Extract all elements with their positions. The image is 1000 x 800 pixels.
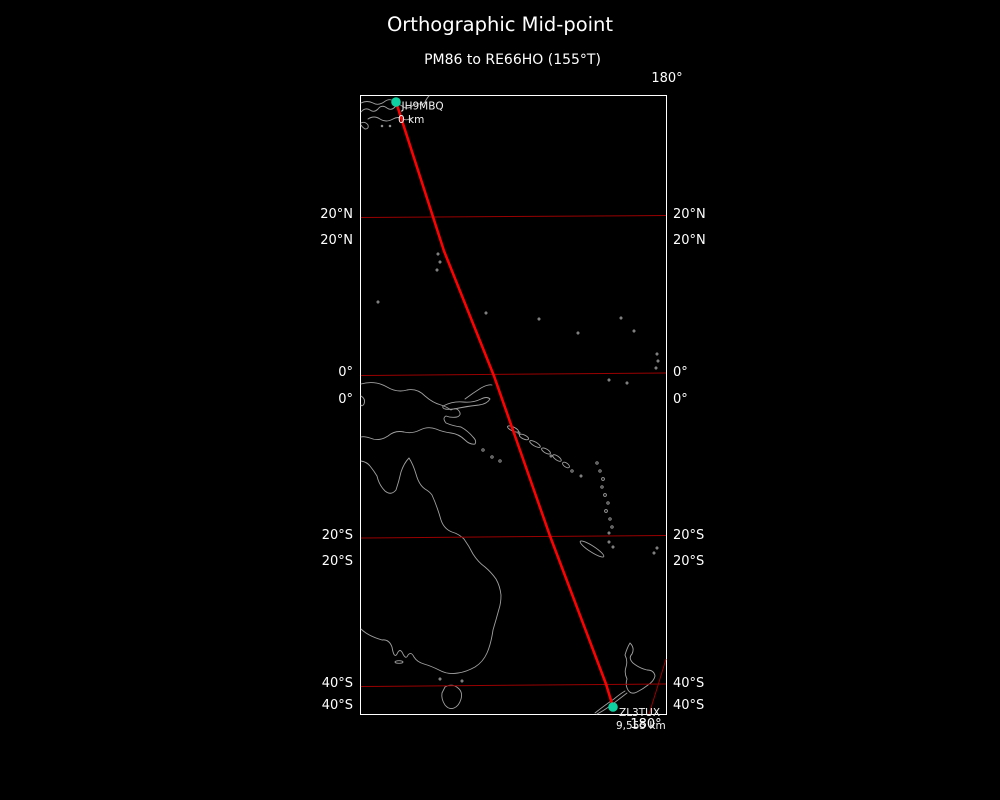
graticule-40s-line bbox=[360, 683, 667, 687]
coast-new-britain bbox=[442, 397, 491, 410]
island-dot bbox=[438, 260, 442, 264]
coast-new-guinea bbox=[360, 382, 477, 445]
lat-label-left-0-b: 0° bbox=[338, 392, 353, 407]
graticule-20s-line bbox=[360, 535, 667, 539]
lat-label-right-0-a: 0° bbox=[673, 365, 688, 380]
page-subtitle: PM86 to RE66HO (155°T) bbox=[424, 52, 601, 68]
end-marker-distance: 9,555 km bbox=[616, 720, 666, 732]
lat-label-right-40s-a: 40°S bbox=[673, 676, 705, 691]
lat-label-right-0-b: 0° bbox=[673, 392, 688, 407]
island-vanuatu bbox=[600, 485, 604, 489]
route-line bbox=[394, 100, 615, 709]
island-vanuatu bbox=[606, 501, 610, 505]
island-dot bbox=[481, 448, 485, 452]
meridian-label-top: 180° bbox=[651, 71, 683, 86]
graticule-0-line bbox=[360, 372, 667, 376]
island-vanuatu bbox=[598, 469, 602, 473]
lat-label-left-20n-b: 20°N bbox=[320, 233, 353, 248]
island-vanuatu bbox=[607, 531, 611, 535]
island-vanuatu bbox=[601, 477, 605, 481]
island-dot bbox=[607, 378, 611, 382]
lat-label-right-40s-b: 40°S bbox=[673, 698, 705, 713]
island-dot bbox=[611, 545, 615, 549]
island-dot bbox=[435, 268, 439, 272]
coast-shikoku bbox=[367, 116, 412, 122]
island-dot bbox=[655, 352, 659, 356]
coast-new-ireland bbox=[464, 384, 493, 400]
island-dot bbox=[579, 474, 583, 478]
lat-label-left-0-a: 0° bbox=[338, 365, 353, 380]
island-dot bbox=[376, 300, 380, 304]
coast-japan-north bbox=[360, 99, 395, 105]
page-title: Orthographic Mid-point bbox=[386, 13, 614, 36]
island-solomon bbox=[552, 454, 562, 462]
lat-label-left-20s-a: 20°S bbox=[321, 528, 353, 543]
island-dot bbox=[490, 455, 494, 459]
coast-nz-south-island-west bbox=[594, 690, 626, 714]
coast-nz-north-island bbox=[624, 642, 656, 694]
island-new-caledonia bbox=[579, 540, 605, 558]
start-marker-distance: 0 km bbox=[398, 114, 424, 126]
graticule bbox=[360, 215, 667, 715]
lat-label-left-40s-a: 40°S bbox=[321, 676, 353, 691]
coast-australia bbox=[360, 457, 502, 675]
island-dot bbox=[625, 381, 629, 385]
island-dot bbox=[484, 311, 488, 315]
coast-japan bbox=[360, 95, 430, 113]
island-dot bbox=[632, 329, 636, 333]
island-dot bbox=[436, 252, 440, 256]
island-dot bbox=[498, 459, 502, 463]
island-dot bbox=[656, 359, 660, 363]
start-marker-callsign: JH9MBQ bbox=[401, 101, 444, 113]
graticule-180-meridian-line bbox=[648, 658, 667, 715]
island-solomon bbox=[541, 447, 551, 455]
island-vanuatu bbox=[604, 509, 608, 513]
island-dot bbox=[619, 316, 623, 320]
island-dot bbox=[438, 677, 442, 681]
island-vanuatu bbox=[595, 461, 599, 465]
lat-label-left-20n-a: 20°N bbox=[320, 207, 353, 222]
island-dot bbox=[549, 454, 553, 458]
island-vanuatu bbox=[608, 517, 612, 521]
island-dot bbox=[537, 317, 541, 321]
end-marker-dot bbox=[608, 702, 618, 712]
island-dot bbox=[655, 546, 659, 550]
lat-label-left-20s-b: 20°S bbox=[321, 554, 353, 569]
island-dot bbox=[570, 469, 574, 473]
coast-new-guinea-west bbox=[360, 395, 366, 407]
map-panel: JH9MBQ 0 km ZL3TUX 9,555 km bbox=[360, 95, 667, 732]
start-marker-dot bbox=[391, 97, 401, 107]
coast-kyushu bbox=[360, 121, 369, 130]
lat-label-left-40s-b: 40°S bbox=[321, 698, 353, 713]
lat-label-right-20n-b: 20°N bbox=[673, 233, 706, 248]
map-canvas: JH9MBQ 0 km ZL3TUX 9,555 km bbox=[360, 95, 667, 732]
island-dot bbox=[652, 551, 656, 555]
meridian-label-bottom: 180° bbox=[630, 717, 662, 732]
island-vanuatu bbox=[610, 525, 614, 529]
island-solomon bbox=[529, 440, 541, 448]
island-dot bbox=[380, 124, 384, 128]
island-dot bbox=[576, 331, 580, 335]
end-marker-callsign: ZL3TUX bbox=[619, 707, 660, 719]
island-dot bbox=[388, 124, 392, 128]
lat-label-right-20n-a: 20°N bbox=[673, 207, 706, 222]
coast-tasmania bbox=[441, 684, 463, 710]
island-solomon bbox=[562, 461, 570, 469]
island-kangaroo bbox=[394, 660, 404, 664]
coastlines bbox=[360, 95, 660, 715]
island-vanuatu bbox=[603, 493, 607, 497]
island-dot bbox=[460, 679, 464, 683]
lat-label-right-20s-a: 20°S bbox=[673, 528, 705, 543]
lat-label-right-20s-b: 20°S bbox=[673, 554, 705, 569]
graticule-20n-line bbox=[360, 215, 667, 218]
island-dot bbox=[517, 431, 521, 435]
island-dot bbox=[607, 540, 611, 544]
island-dot bbox=[654, 366, 658, 370]
island-solomon bbox=[518, 433, 530, 441]
